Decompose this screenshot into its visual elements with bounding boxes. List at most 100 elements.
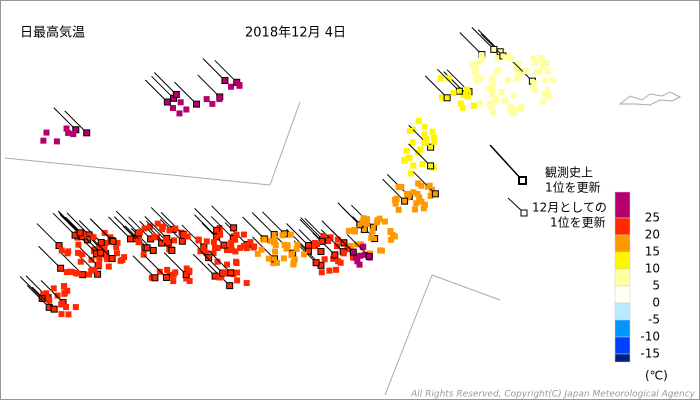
station-marker — [502, 54, 509, 61]
station-marker — [182, 271, 190, 279]
station-marker — [214, 244, 221, 251]
station-marker — [74, 249, 81, 256]
station-marker — [494, 55, 501, 62]
station-marker — [224, 261, 231, 268]
station-marker — [243, 280, 250, 287]
station-marker — [420, 205, 427, 212]
station-marker — [226, 282, 234, 290]
station-marker — [183, 265, 190, 272]
station-marker — [60, 283, 67, 290]
station-marker — [203, 238, 210, 245]
station-marker — [163, 237, 170, 244]
station-marker — [410, 189, 417, 196]
record-line — [115, 210, 139, 234]
station-marker — [91, 266, 98, 273]
station-marker — [247, 239, 254, 246]
station-marker — [95, 245, 102, 252]
station-marker — [327, 234, 334, 241]
station-marker — [365, 252, 373, 260]
station-marker — [510, 92, 517, 99]
station-marker — [136, 235, 143, 242]
station-marker — [512, 65, 519, 72]
station-marker — [79, 251, 86, 258]
station-marker — [395, 206, 402, 213]
record-line — [26, 285, 50, 308]
station-marker — [234, 269, 241, 276]
station-marker — [232, 248, 239, 255]
station-marker — [176, 110, 183, 117]
station-marker — [426, 182, 433, 189]
station-marker — [445, 75, 452, 82]
station-marker — [58, 301, 65, 308]
station-marker — [486, 100, 493, 107]
station-marker — [209, 100, 216, 107]
station-marker — [357, 252, 364, 259]
station-marker — [369, 228, 376, 235]
legend-swatch — [614, 251, 631, 270]
note-marker — [518, 176, 527, 185]
station-marker — [321, 256, 328, 263]
station-marker — [205, 254, 213, 262]
station-marker — [186, 278, 193, 285]
station-marker — [171, 237, 178, 244]
station-marker — [184, 233, 191, 240]
station-marker — [546, 93, 553, 100]
station-marker — [522, 68, 529, 75]
station-marker — [149, 246, 157, 254]
station-marker — [232, 236, 239, 243]
station-marker — [544, 68, 551, 75]
station-marker — [195, 236, 202, 243]
station-marker — [103, 239, 110, 246]
station-marker — [325, 237, 332, 244]
station-marker — [94, 270, 102, 278]
note-text: 1位を更新 — [550, 215, 606, 230]
station-marker — [351, 226, 358, 233]
record-line — [124, 225, 148, 249]
station-marker — [410, 162, 417, 169]
station-marker — [151, 233, 158, 240]
legend-label: 20 — [645, 228, 660, 242]
station-marker — [317, 248, 325, 256]
station-marker — [304, 242, 312, 250]
station-marker — [210, 250, 217, 257]
station-marker — [427, 192, 434, 199]
station-marker — [498, 88, 505, 95]
record-line — [144, 216, 168, 239]
station-marker — [136, 229, 143, 236]
station-marker — [493, 69, 500, 76]
station-marker — [544, 60, 551, 67]
station-marker — [162, 273, 170, 281]
station-marker — [97, 249, 105, 257]
record-line — [149, 228, 173, 251]
station-marker — [213, 226, 221, 234]
station-marker — [217, 231, 224, 238]
station-marker — [418, 198, 425, 205]
station-marker — [437, 75, 444, 82]
record-line — [153, 72, 177, 95]
record-line — [53, 107, 77, 131]
record-line — [459, 32, 483, 55]
station-marker — [270, 260, 277, 267]
station-marker — [508, 55, 515, 62]
station-marker — [472, 65, 479, 72]
station-marker — [312, 259, 320, 267]
station-marker — [146, 223, 153, 230]
station-marker — [450, 90, 457, 97]
station-marker — [542, 77, 549, 84]
record-line — [413, 171, 436, 195]
station-marker — [96, 262, 103, 269]
station-marker — [169, 104, 176, 111]
station-marker — [531, 80, 538, 87]
station-marker — [401, 156, 408, 163]
station-marker — [63, 269, 70, 276]
station-marker — [470, 102, 477, 109]
station-marker — [455, 87, 463, 95]
station-marker — [416, 194, 423, 201]
note-text: 12月としての — [532, 201, 607, 215]
record-line — [298, 229, 322, 252]
station-marker — [532, 87, 539, 94]
station-marker — [489, 87, 496, 94]
station-marker — [422, 139, 429, 146]
record-line — [194, 208, 217, 231]
